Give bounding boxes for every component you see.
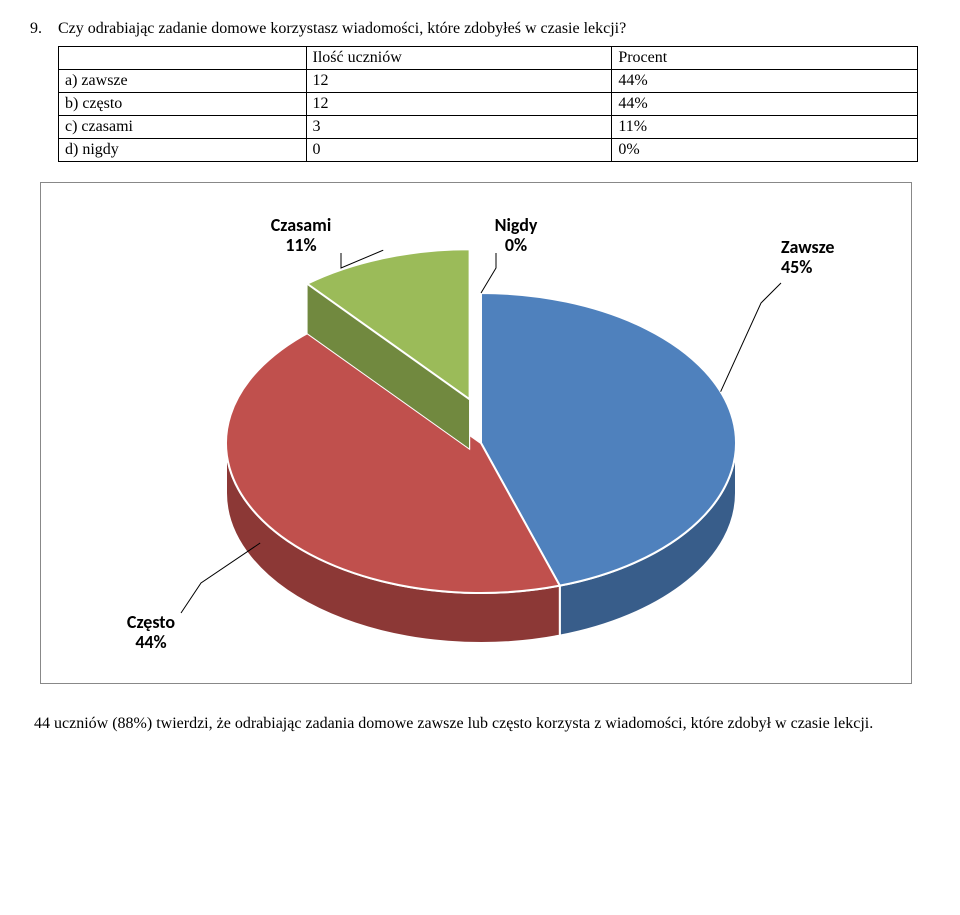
cell-percent: 44%	[612, 70, 918, 93]
svg-text:Czasami11%: Czasami11%	[271, 214, 331, 256]
table-row: a) zawsze 12 44%	[59, 70, 918, 93]
cell-count: 12	[306, 93, 612, 116]
cell-label: d) nigdy	[59, 139, 307, 162]
pie-chart: Czasami11% Nigdy0% Zawsze45% Często44%	[40, 182, 912, 684]
answers-table: Ilość uczniów Procent a) zawsze 12 44% b…	[58, 46, 918, 162]
summary-text: 44 uczniów (88%) twierdzi, że odrabiając…	[34, 714, 926, 735]
th-count: Ilość uczniów	[306, 47, 612, 70]
table-header-row: Ilość uczniów Procent	[59, 47, 918, 70]
cell-count: 0	[306, 139, 612, 162]
cell-percent: 44%	[612, 93, 918, 116]
question-text: Czy odrabiając zadanie domowe korzystasz…	[58, 20, 930, 38]
svg-text:Zawsze45%: Zawsze45%	[781, 236, 835, 278]
th-percent: Procent	[612, 47, 918, 70]
pie-chart-svg: Czasami11% Nigdy0% Zawsze45% Często44%	[41, 183, 911, 683]
cell-count: 12	[306, 70, 612, 93]
cell-count: 3	[306, 116, 612, 139]
svg-text:Nigdy0%: Nigdy0%	[495, 214, 538, 256]
cell-label: c) czasami	[59, 116, 307, 139]
question-number: 9.	[30, 20, 58, 38]
cell-label: a) zawsze	[59, 70, 307, 93]
svg-text:Często44%: Często44%	[127, 611, 175, 653]
cell-label: b) często	[59, 93, 307, 116]
th-label	[59, 47, 307, 70]
table-row: b) często 12 44%	[59, 93, 918, 116]
table-row: c) czasami 3 11%	[59, 116, 918, 139]
cell-percent: 0%	[612, 139, 918, 162]
table-row: d) nigdy 0 0%	[59, 139, 918, 162]
question-block: 9. Czy odrabiając zadanie domowe korzyst…	[30, 20, 930, 38]
cell-percent: 11%	[612, 116, 918, 139]
